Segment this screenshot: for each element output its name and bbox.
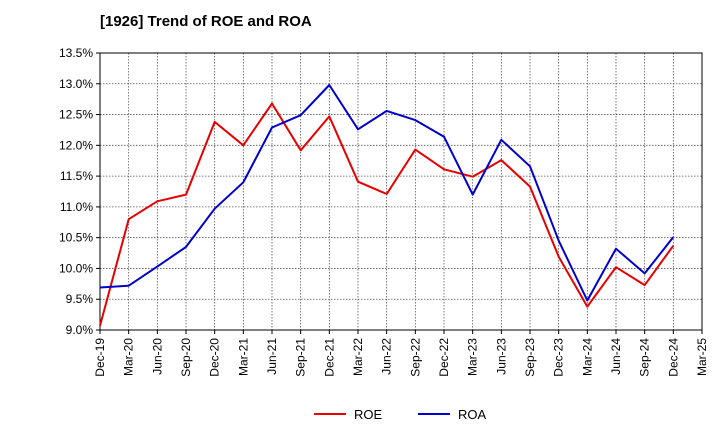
legend-label-roa: ROA — [458, 407, 487, 422]
x-tick-label: Mar-21 — [236, 338, 250, 376]
x-tick-label: Jun-24 — [609, 338, 623, 375]
x-tick-label: Mar-23 — [466, 338, 480, 376]
legend-label-roe: ROE — [354, 407, 383, 422]
y-tick-label: 13.5% — [59, 46, 93, 60]
y-tick-label: 9.0% — [66, 323, 94, 337]
x-tick-label: Dec-20 — [208, 338, 222, 377]
x-axis-ticks: Dec-19 Mar-20 Jun-20 Sep-20 Dec-20 Mar-21 Jun-… — [93, 330, 709, 377]
x-tick-label: Sep-24 — [638, 338, 652, 377]
x-tick-label: Sep-23 — [523, 338, 537, 377]
x-tick-label: Dec-21 — [322, 338, 336, 377]
x-tick-label: Jun-23 — [494, 338, 508, 375]
y-tick-label: 11.5% — [60, 169, 93, 183]
y-tick-label: 12.0% — [59, 138, 93, 152]
y-axis-ticks: 9.0% 9.5% 10.0% 10.5% 11.0% 11.5% 12.0% 12.5% 13… — [59, 46, 100, 337]
x-tick-label: Dec-19 — [93, 338, 107, 377]
chart-title: [1926] Trend of ROE and ROA — [100, 13, 312, 30]
x-tick-label: Mar-20 — [122, 338, 136, 376]
y-tick-label: 10.5% — [59, 231, 93, 245]
x-tick-label: Sep-22 — [408, 338, 422, 377]
series-line-roe — [99, 102, 675, 326]
x-tick-label: Sep-21 — [294, 338, 308, 377]
y-tick-label: 12.5% — [59, 108, 93, 122]
plot-border — [99, 52, 703, 331]
grid — [99, 52, 703, 331]
x-tick-label: Dec-23 — [552, 338, 566, 377]
x-tick-label: Jun-21 — [265, 338, 279, 375]
x-tick-label: Dec-24 — [666, 338, 680, 377]
y-tick-label: 10.0% — [59, 261, 93, 275]
legend: ROE ROA — [314, 407, 487, 422]
x-tick-label: Mar-24 — [580, 338, 594, 376]
x-tick-label: Sep-20 — [179, 338, 193, 377]
series-lines — [99, 84, 675, 326]
plot-frame — [99, 52, 703, 331]
y-tick-label: 11.0% — [60, 200, 93, 214]
x-tick-label: Mar-25 — [695, 338, 709, 376]
series-line-roa — [99, 84, 675, 302]
x-tick-label: Mar-22 — [351, 338, 365, 376]
x-tick-label: Jun-20 — [150, 338, 164, 375]
y-tick-label: 9.5% — [66, 292, 94, 306]
y-tick-label: 13.0% — [59, 77, 93, 91]
x-tick-label: Dec-22 — [437, 338, 451, 377]
x-tick-label: Jun-22 — [380, 338, 394, 375]
